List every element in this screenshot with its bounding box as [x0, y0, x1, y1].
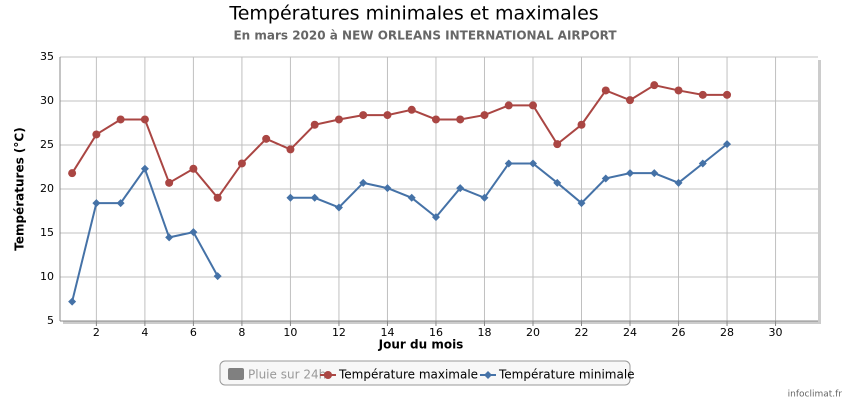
- point: [213, 272, 222, 281]
- x-tick-label: 22: [575, 326, 589, 339]
- point: [92, 130, 101, 139]
- point: [140, 164, 149, 173]
- x-tick-label: 6: [190, 326, 197, 339]
- point: [431, 115, 440, 124]
- point: [262, 134, 271, 143]
- point: [650, 81, 659, 90]
- point: [456, 184, 465, 193]
- legend-label: Pluie sur 24h: [248, 368, 326, 382]
- point: [456, 115, 465, 124]
- point: [213, 193, 222, 202]
- point: [528, 159, 537, 168]
- y-tick-label: 35: [40, 50, 54, 63]
- point: [359, 178, 368, 187]
- point: [601, 86, 610, 95]
- point: [310, 120, 319, 129]
- point: [674, 86, 683, 95]
- x-tick-label: 16: [429, 326, 443, 339]
- point: [504, 159, 513, 168]
- point: [359, 111, 368, 120]
- x-tick-label: 8: [238, 326, 245, 339]
- point: [92, 199, 101, 208]
- point: [286, 193, 295, 202]
- point: [68, 297, 77, 306]
- x-tick-label: 10: [283, 326, 297, 339]
- x-tick-label: 4: [141, 326, 148, 339]
- x-tick-label: 20: [526, 326, 540, 339]
- chart-title: Températures minimales et maximales: [228, 3, 598, 25]
- point: [165, 178, 174, 187]
- legend-label: Température maximale: [338, 368, 478, 382]
- y-tick-label: 5: [47, 314, 54, 327]
- y-tick-label: 20: [40, 182, 54, 195]
- point: [383, 184, 392, 193]
- y-tick-label: 25: [40, 138, 54, 151]
- legend-symbol: [228, 368, 244, 380]
- point: [504, 101, 513, 110]
- point: [528, 101, 537, 110]
- point: [407, 105, 416, 114]
- point: [553, 178, 562, 187]
- point: [383, 111, 392, 120]
- point: [431, 213, 440, 222]
- point: [116, 115, 125, 124]
- legend-label: Température minimale: [498, 368, 635, 382]
- point: [723, 140, 732, 149]
- chart-subtitle: En mars 2020 à NEW ORLEANS INTERNATIONAL…: [233, 29, 617, 43]
- point: [286, 145, 295, 154]
- point: [577, 120, 586, 129]
- point: [189, 164, 198, 173]
- legend-marker: [324, 371, 332, 379]
- y-axis-label: Températures (°C): [13, 127, 27, 250]
- x-tick-label: 14: [380, 326, 394, 339]
- point: [189, 228, 198, 237]
- point: [407, 193, 416, 202]
- point: [165, 233, 174, 242]
- point: [626, 96, 635, 105]
- point: [723, 90, 732, 99]
- x-tick-label: 18: [477, 326, 491, 339]
- point: [601, 174, 610, 183]
- point: [334, 115, 343, 124]
- point: [577, 199, 586, 208]
- point: [68, 169, 77, 178]
- point: [650, 169, 659, 178]
- legend-marker: [484, 371, 492, 379]
- x-tick-label: 12: [332, 326, 346, 339]
- point: [237, 159, 246, 168]
- y-tick-label: 15: [40, 226, 54, 239]
- point: [480, 111, 489, 120]
- point: [310, 193, 319, 202]
- series-line: [71, 84, 728, 200]
- point: [116, 199, 125, 208]
- x-tick-label: 2: [93, 326, 100, 339]
- credit: infoclimat.fr: [788, 390, 843, 400]
- x-axis-label: Jour du mois: [378, 338, 464, 352]
- x-tick-label: 26: [672, 326, 686, 339]
- y-tick-label: 30: [40, 94, 54, 107]
- point: [626, 169, 635, 178]
- point: [698, 90, 707, 99]
- y-tick-label: 10: [40, 270, 54, 283]
- point: [674, 178, 683, 187]
- legend-box: [219, 360, 631, 386]
- point: [140, 115, 149, 124]
- point: [480, 193, 489, 202]
- point: [553, 140, 562, 149]
- x-tick-label: 30: [769, 326, 783, 339]
- point: [698, 159, 707, 168]
- point: [334, 203, 343, 212]
- x-tick-label: 28: [720, 326, 734, 339]
- x-tick-label: 24: [623, 326, 637, 339]
